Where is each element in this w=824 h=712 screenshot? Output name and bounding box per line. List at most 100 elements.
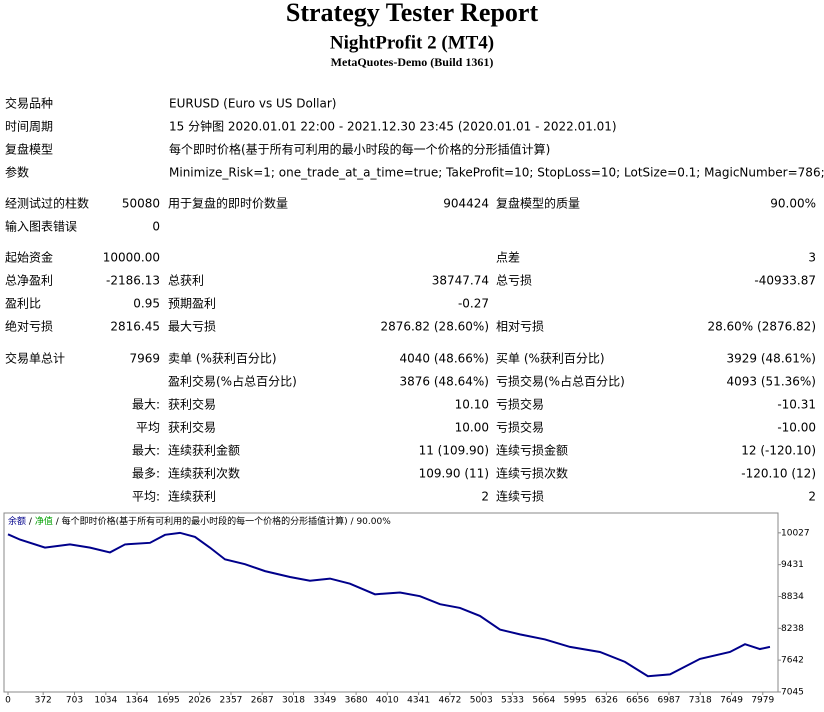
- stat-value: 4093 (51.36%): [727, 375, 816, 389]
- report-title: Strategy Tester Report: [286, 0, 539, 27]
- x-tick-label: 4341: [407, 696, 430, 706]
- stat-label: 起始资金: [5, 250, 53, 265]
- stat-value: 2: [481, 490, 489, 504]
- info-label: 交易品种: [5, 96, 53, 111]
- x-tick-label: 2026: [188, 696, 211, 706]
- stat-label: 连续亏损金额: [496, 443, 568, 458]
- legend-note: 每个即时价格(基于所有可利用的最小时段的每一个价格的分形插值计算): [62, 515, 348, 527]
- stat-value: 11 (109.90): [419, 444, 489, 458]
- balance-line: [7, 531, 771, 678]
- x-tick-label: 7318: [689, 696, 712, 706]
- x-tick-label: 5995: [564, 696, 587, 706]
- stat-value: -0.27: [458, 297, 489, 311]
- x-tick-label: 1034: [94, 696, 117, 706]
- stat-value: 904424: [443, 197, 489, 211]
- stat-label: 连续亏损: [496, 489, 544, 504]
- stat-label: 亏损交易(%占总百分比): [496, 374, 625, 389]
- stat-label: 盈利交易(%占总百分比): [168, 374, 297, 389]
- x-tick-label: 6987: [657, 696, 680, 706]
- legend-entry: 余额: [8, 515, 26, 527]
- info-value: 15 分钟图 2020.01.01 22:00 - 2021.12.30 23:…: [169, 119, 617, 134]
- stat-label: 获利交易: [168, 420, 216, 435]
- stat-value: -10.00: [777, 421, 816, 435]
- info-label: 参数: [5, 165, 29, 180]
- legend-separator: /: [29, 517, 33, 527]
- x-tick-label: 2687: [251, 696, 274, 706]
- y-tick-label: 7642: [781, 656, 804, 666]
- stat-value: 3929 (48.61%): [727, 352, 816, 366]
- stat-value: 10000.00: [103, 251, 160, 265]
- stat-value: 10.00: [455, 421, 489, 435]
- stat-value: 3876 (48.64%): [400, 375, 489, 389]
- stat-label: 相对亏损: [496, 320, 544, 334]
- x-tick-label: 5664: [532, 696, 555, 706]
- stat-value: 平均: [136, 421, 160, 435]
- stat-label: 获利交易: [168, 397, 216, 412]
- x-tick-label: 2357: [220, 696, 243, 706]
- info-label: 时间周期: [5, 120, 53, 134]
- stat-value: 12 (-120.10): [741, 444, 816, 458]
- stat-label: 连续亏损次数: [496, 466, 568, 481]
- x-tick-label: 6656: [626, 696, 649, 706]
- stat-label: 交易单总计: [5, 351, 65, 366]
- x-tick-label: 3349: [313, 696, 336, 706]
- stat-value: 最大:: [132, 444, 160, 458]
- stat-value: 10.10: [455, 398, 489, 412]
- info-value: EURUSD (Euro vs US Dollar): [169, 97, 336, 111]
- stat-label: 盈利比: [5, 297, 41, 311]
- y-tick-label: 9431: [781, 560, 804, 570]
- stat-value: 0.95: [133, 297, 160, 311]
- legend-separator: /: [56, 517, 60, 527]
- x-tick-label: 7979: [751, 696, 774, 706]
- stat-value: -2186.13: [106, 274, 160, 288]
- stat-value: 最多:: [132, 467, 160, 481]
- report-build: MetaQuotes-Demo (Build 1361): [331, 55, 494, 69]
- x-tick-label: 703: [66, 696, 83, 706]
- stat-label: 买单 (%获利百分比): [496, 352, 605, 366]
- stat-label: 用于复盘的即时价数量: [168, 196, 288, 211]
- x-tick-label: 5003: [470, 696, 493, 706]
- stat-value: 28.60% (2876.82): [707, 320, 816, 334]
- x-tick-label: 3680: [345, 696, 368, 706]
- chart-frame: [3, 512, 779, 693]
- stat-value: 0: [152, 220, 160, 234]
- stat-value: 2: [808, 490, 816, 504]
- stat-value: 50080: [122, 197, 160, 211]
- stat-label: 亏损交易: [496, 397, 544, 412]
- stat-label: 连续获利次数: [168, 466, 240, 481]
- stat-label: 复盘模型的质量: [496, 196, 580, 211]
- y-tick-label: 8238: [781, 624, 804, 634]
- stat-value: -10.31: [777, 398, 816, 412]
- x-tick-label: 4010: [376, 696, 399, 706]
- y-tick-label: 10027: [781, 528, 810, 538]
- stat-label: 经测试过的柱数: [5, 196, 89, 211]
- stat-value: 平均:: [132, 490, 160, 504]
- x-tick-label: 1695: [157, 696, 180, 706]
- stat-label: 输入图表错误: [5, 219, 77, 234]
- stat-value: 90.00%: [770, 197, 816, 211]
- stat-value: 2876.82 (28.60%): [380, 320, 489, 334]
- stat-label: 连续获利: [168, 489, 216, 504]
- stat-value: -40933.87: [754, 274, 816, 288]
- legend-separator: /: [351, 517, 355, 527]
- legend-quality: 90.00%: [356, 517, 391, 527]
- stat-value: 4040 (48.66%): [400, 352, 489, 366]
- x-tick-label: 372: [35, 696, 52, 706]
- info-value: Minimize_Risk=1; one_trade_at_a_time=tru…: [169, 166, 824, 180]
- stat-label: 总净盈利: [5, 274, 53, 288]
- stat-label: 总获利: [168, 274, 204, 288]
- y-tick-label: 7045: [781, 688, 804, 698]
- x-tick-label: 5333: [501, 696, 524, 706]
- legend: 余额 / 净值 / 每个即时价格(基于所有可利用的最小时段的每一个价格的分形插值…: [8, 515, 391, 527]
- y-tick-label: 8834: [781, 592, 804, 602]
- stat-label: 连续获利金额: [168, 443, 240, 458]
- x-tick-label: 7649: [720, 696, 743, 706]
- stat-label: 最大亏损: [168, 320, 216, 334]
- stat-label: 预期盈利: [168, 297, 216, 311]
- stat-value: 109.90 (11): [419, 467, 489, 481]
- info-value: 每个即时价格(基于所有可利用的最小时段的每一个价格的分形插值计算): [169, 142, 550, 157]
- stat-label: 绝对亏损: [5, 319, 53, 334]
- x-tick-label: 6326: [595, 696, 618, 706]
- stat-label: 卖单 (%获利百分比): [168, 352, 277, 366]
